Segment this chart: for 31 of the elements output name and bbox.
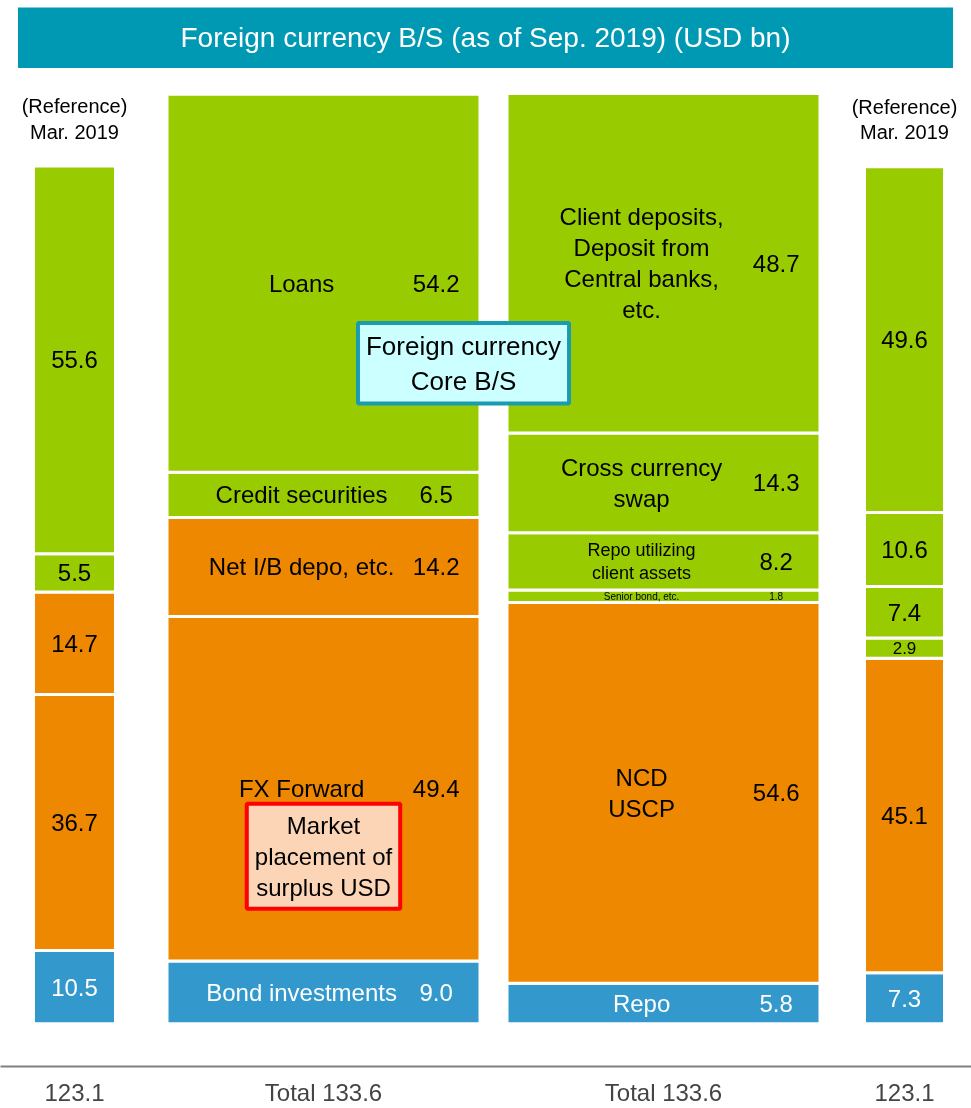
- chart-title: Foreign currency B/S (as of Sep. 2019) (USD bn): [180, 22, 791, 54]
- data-label: 5.5: [57, 559, 92, 587]
- data-label: 10.6: [881, 536, 928, 564]
- total-label: 123.1: [44, 1078, 105, 1106]
- x-tick-label: (Reference) Mar. 2019: [851, 96, 958, 144]
- data-label: 14.7: [51, 629, 98, 657]
- text: Client deposits, Deposit from Central banks, etc. 48.7: [559, 203, 800, 324]
- text: NCD USCP 54.6: [608, 763, 800, 822]
- data-label: 7.3: [887, 984, 922, 1012]
- total-label: Total 133.6: [264, 1078, 383, 1106]
- text: Repo utilizing client assets 8.2: [587, 539, 793, 583]
- text: Repo 5.8: [612, 989, 793, 1017]
- total-label: Total 133.6: [604, 1078, 723, 1106]
- data-label: 7.4: [887, 598, 922, 626]
- x-tick-label: (Reference) Mar. 2019: [21, 95, 128, 143]
- data-label: 36.7: [51, 809, 98, 837]
- text: Loans 54.2: [268, 269, 460, 297]
- data-label: 45.1: [881, 802, 928, 830]
- text: Senior bond, etc. 1.8: [603, 590, 784, 603]
- annotation: Market placement of surplus USD: [254, 811, 393, 901]
- text: FX Forward 49.4: [238, 775, 460, 803]
- data-label: 55.6: [51, 346, 98, 374]
- data-label: 10.5: [51, 973, 98, 1001]
- data-label: 2.9: [892, 639, 917, 659]
- total-label: 123.1: [874, 1078, 935, 1106]
- data-label: 49.6: [881, 326, 928, 354]
- text: Credit securities 6.5: [215, 481, 453, 509]
- data-label: Net I/B depo, etc. 14.2: [208, 553, 460, 581]
- annotation: Foreign currency Core B/S: [365, 331, 562, 396]
- text: Cross currency swap 14.3: [560, 453, 800, 512]
- data-label: Bond investments 9.0: [206, 978, 453, 1006]
